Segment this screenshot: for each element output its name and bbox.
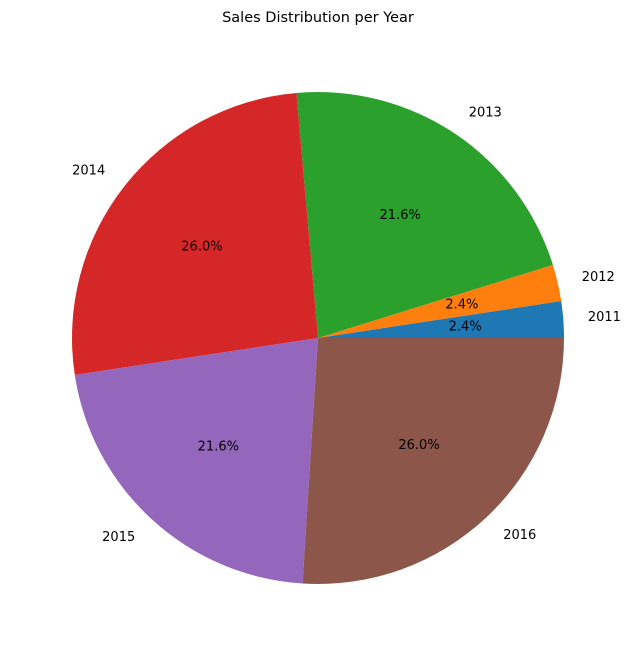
pie-labels: 2011 2012 2013 2014 2015 2016 <box>72 106 621 545</box>
slice-label-2014: 2014 <box>72 163 105 178</box>
slice-label-2011: 2011 <box>588 310 621 325</box>
pie-slice-2012 <box>318 264 562 338</box>
pie-slice-2011 <box>318 301 564 338</box>
percent-label-2015: 21.6% <box>198 439 239 454</box>
percent-label-2016: 26.0% <box>398 438 439 453</box>
pie-slice-2015 <box>74 338 318 584</box>
pie-slice-2013 <box>296 91 553 338</box>
pie-slice-2016 <box>302 338 564 584</box>
slice-label-2013: 2013 <box>469 106 502 121</box>
pie-percent-labels: 2.4% 2.4% 21.6% 26.0% 21.6% 26.0% <box>181 208 481 454</box>
percent-label-2013: 21.6% <box>380 208 421 223</box>
pie-slices <box>71 91 564 584</box>
slice-label-2015: 2015 <box>102 530 135 545</box>
slice-label-2016: 2016 <box>503 528 536 543</box>
percent-label-2012: 2.4% <box>445 297 478 312</box>
pie-slice-2014 <box>71 92 318 375</box>
percent-label-2011: 2.4% <box>449 319 482 334</box>
chart-title: Sales Distribution per Year <box>222 10 414 26</box>
slice-label-2012: 2012 <box>582 270 615 285</box>
percent-label-2014: 26.0% <box>181 239 222 254</box>
